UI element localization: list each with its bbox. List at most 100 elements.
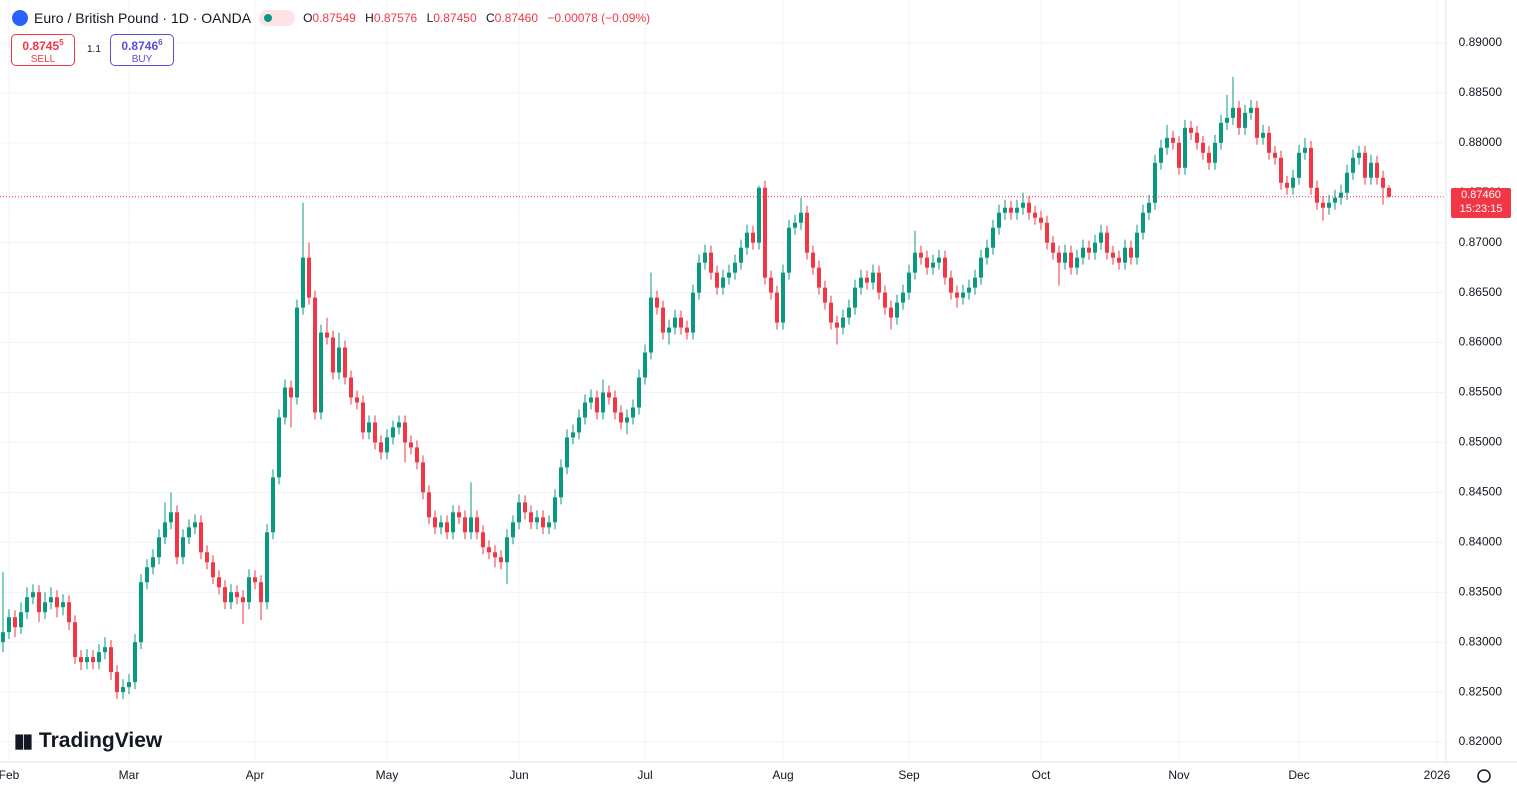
candle-body	[1165, 137, 1169, 148]
candle-body	[1207, 152, 1211, 163]
candle-body	[1093, 242, 1097, 253]
candle-body	[751, 232, 755, 243]
candle-body	[1, 632, 5, 643]
y-tick-label: 0.83500	[1459, 584, 1503, 598]
candle-body	[1087, 247, 1091, 253]
candle-body	[289, 387, 293, 398]
candle-body	[973, 277, 977, 288]
candle-body	[1159, 147, 1163, 163]
candle-body	[1153, 162, 1157, 203]
candle-body	[775, 292, 779, 323]
candle-body	[931, 262, 935, 268]
candle-body	[877, 272, 881, 293]
candle-body	[955, 292, 959, 298]
symbol-header: Euro / British Pound · 1D · OANDA O0.875…	[12, 8, 656, 28]
y-tick-label: 0.86000	[1459, 335, 1503, 349]
candle-body	[235, 592, 239, 598]
candle-body	[799, 212, 803, 223]
candle-body	[823, 287, 827, 303]
buy-price-main: 0.8746	[121, 39, 159, 53]
candle-body	[1039, 217, 1043, 223]
candle-body	[829, 302, 833, 323]
candle-body	[37, 592, 41, 613]
candle-body	[487, 547, 491, 553]
candle-body	[469, 517, 473, 533]
candle-body	[529, 512, 533, 523]
ohlc-key: L	[426, 11, 434, 25]
candle-body	[835, 322, 839, 328]
candle-body	[889, 307, 893, 318]
candle-body	[685, 327, 689, 333]
buy-button[interactable]: 0.87466 BUY	[110, 34, 174, 66]
candle-body	[121, 687, 125, 693]
candle-body	[343, 347, 347, 378]
candle-body	[451, 512, 455, 533]
candle-body	[109, 647, 113, 673]
candle-body	[1327, 202, 1331, 208]
candle-body	[691, 292, 695, 333]
y-tick-label: 0.83000	[1459, 634, 1503, 648]
candle-body	[157, 537, 161, 558]
candle-body	[919, 252, 923, 258]
candle-body	[1141, 212, 1145, 233]
candle-body	[937, 257, 941, 263]
candle-body	[601, 392, 605, 413]
candle-body	[847, 307, 851, 318]
candle-body	[247, 577, 251, 603]
candle-body	[1003, 207, 1007, 213]
candle-body	[331, 337, 335, 373]
candle-body	[43, 602, 47, 613]
candle-body	[553, 497, 557, 523]
candle-body	[661, 307, 665, 333]
symbol-title[interactable]: Euro / British Pound · 1D · OANDA	[34, 10, 252, 26]
candle-body	[961, 292, 965, 298]
x-tick-label: Jul	[637, 768, 652, 782]
candle-body	[205, 552, 209, 563]
candle-body	[181, 537, 185, 558]
candle-body	[595, 397, 599, 413]
candle-body	[637, 377, 641, 408]
candle-body	[745, 232, 749, 248]
candle-body	[373, 422, 377, 443]
x-tick-label: Mar	[119, 768, 140, 782]
candle-body	[1057, 252, 1061, 263]
market-status[interactable]	[259, 10, 296, 26]
sell-button[interactable]: 0.87455 SELL	[11, 34, 75, 66]
candle-body	[1363, 152, 1367, 178]
candle-body	[187, 527, 191, 538]
candle-body	[865, 277, 869, 283]
candle-body	[763, 187, 767, 278]
candle-body	[415, 447, 419, 463]
candle-body	[499, 557, 503, 563]
candle-body	[1189, 127, 1193, 133]
candle-body	[517, 502, 521, 523]
candle-body	[667, 327, 671, 333]
x-tick-label: Sep	[898, 768, 920, 782]
sell-price-main: 0.8745	[22, 39, 60, 53]
candle-body	[679, 317, 683, 328]
candle-body	[511, 522, 515, 538]
candle-body	[1147, 202, 1151, 213]
candle-body	[241, 597, 245, 603]
candle-body	[1231, 107, 1235, 118]
candle-body	[1213, 142, 1217, 163]
settings-icon[interactable]	[1477, 769, 1491, 783]
candle-body	[175, 512, 179, 558]
candle-body	[979, 257, 983, 278]
candle-body	[1387, 187, 1391, 197]
ohlc-value: 0.87576	[373, 11, 418, 25]
candle-body	[409, 442, 413, 448]
candle-body	[277, 417, 281, 478]
candle-body	[433, 517, 437, 528]
candle-body	[817, 267, 821, 288]
candle-body	[1351, 157, 1355, 173]
candle-body	[769, 277, 773, 293]
spread: 1.1	[87, 44, 101, 55]
candle-body	[565, 437, 569, 468]
candle-body	[619, 412, 623, 423]
candle-body	[163, 522, 167, 538]
candle-body	[703, 252, 707, 263]
candle-body	[715, 272, 719, 288]
candle-body	[13, 617, 17, 628]
candle-body	[997, 212, 1001, 228]
